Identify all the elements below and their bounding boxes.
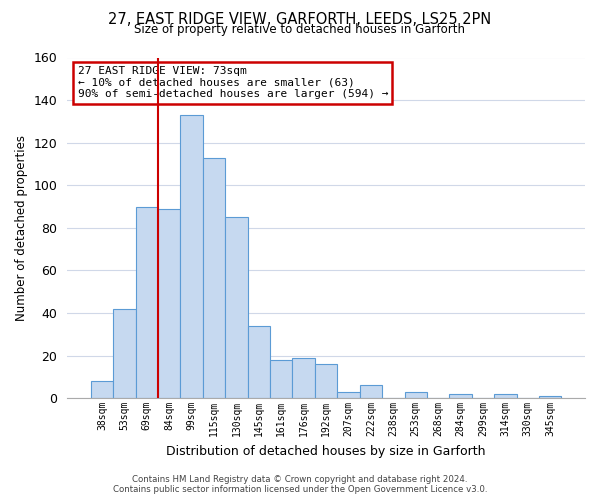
- Bar: [315, 364, 337, 398]
- Text: 27 EAST RIDGE VIEW: 73sqm
← 10% of detached houses are smaller (63)
90% of semi-: 27 EAST RIDGE VIEW: 73sqm ← 10% of detac…: [77, 66, 388, 99]
- Bar: [270, 360, 292, 398]
- Bar: [91, 381, 113, 398]
- Bar: [337, 392, 360, 398]
- Y-axis label: Number of detached properties: Number of detached properties: [15, 135, 28, 321]
- Bar: [292, 358, 315, 398]
- Text: Size of property relative to detached houses in Garforth: Size of property relative to detached ho…: [134, 24, 466, 36]
- Text: 27, EAST RIDGE VIEW, GARFORTH, LEEDS, LS25 2PN: 27, EAST RIDGE VIEW, GARFORTH, LEEDS, LS…: [109, 12, 491, 28]
- Bar: [248, 326, 270, 398]
- X-axis label: Distribution of detached houses by size in Garforth: Distribution of detached houses by size …: [166, 444, 486, 458]
- Bar: [360, 386, 382, 398]
- Bar: [158, 208, 181, 398]
- Bar: [449, 394, 472, 398]
- Bar: [539, 396, 562, 398]
- Bar: [225, 217, 248, 398]
- Bar: [203, 158, 225, 398]
- Bar: [404, 392, 427, 398]
- Text: Contains HM Land Registry data © Crown copyright and database right 2024.
Contai: Contains HM Land Registry data © Crown c…: [113, 474, 487, 494]
- Bar: [113, 308, 136, 398]
- Bar: [181, 115, 203, 398]
- Bar: [494, 394, 517, 398]
- Bar: [136, 206, 158, 398]
